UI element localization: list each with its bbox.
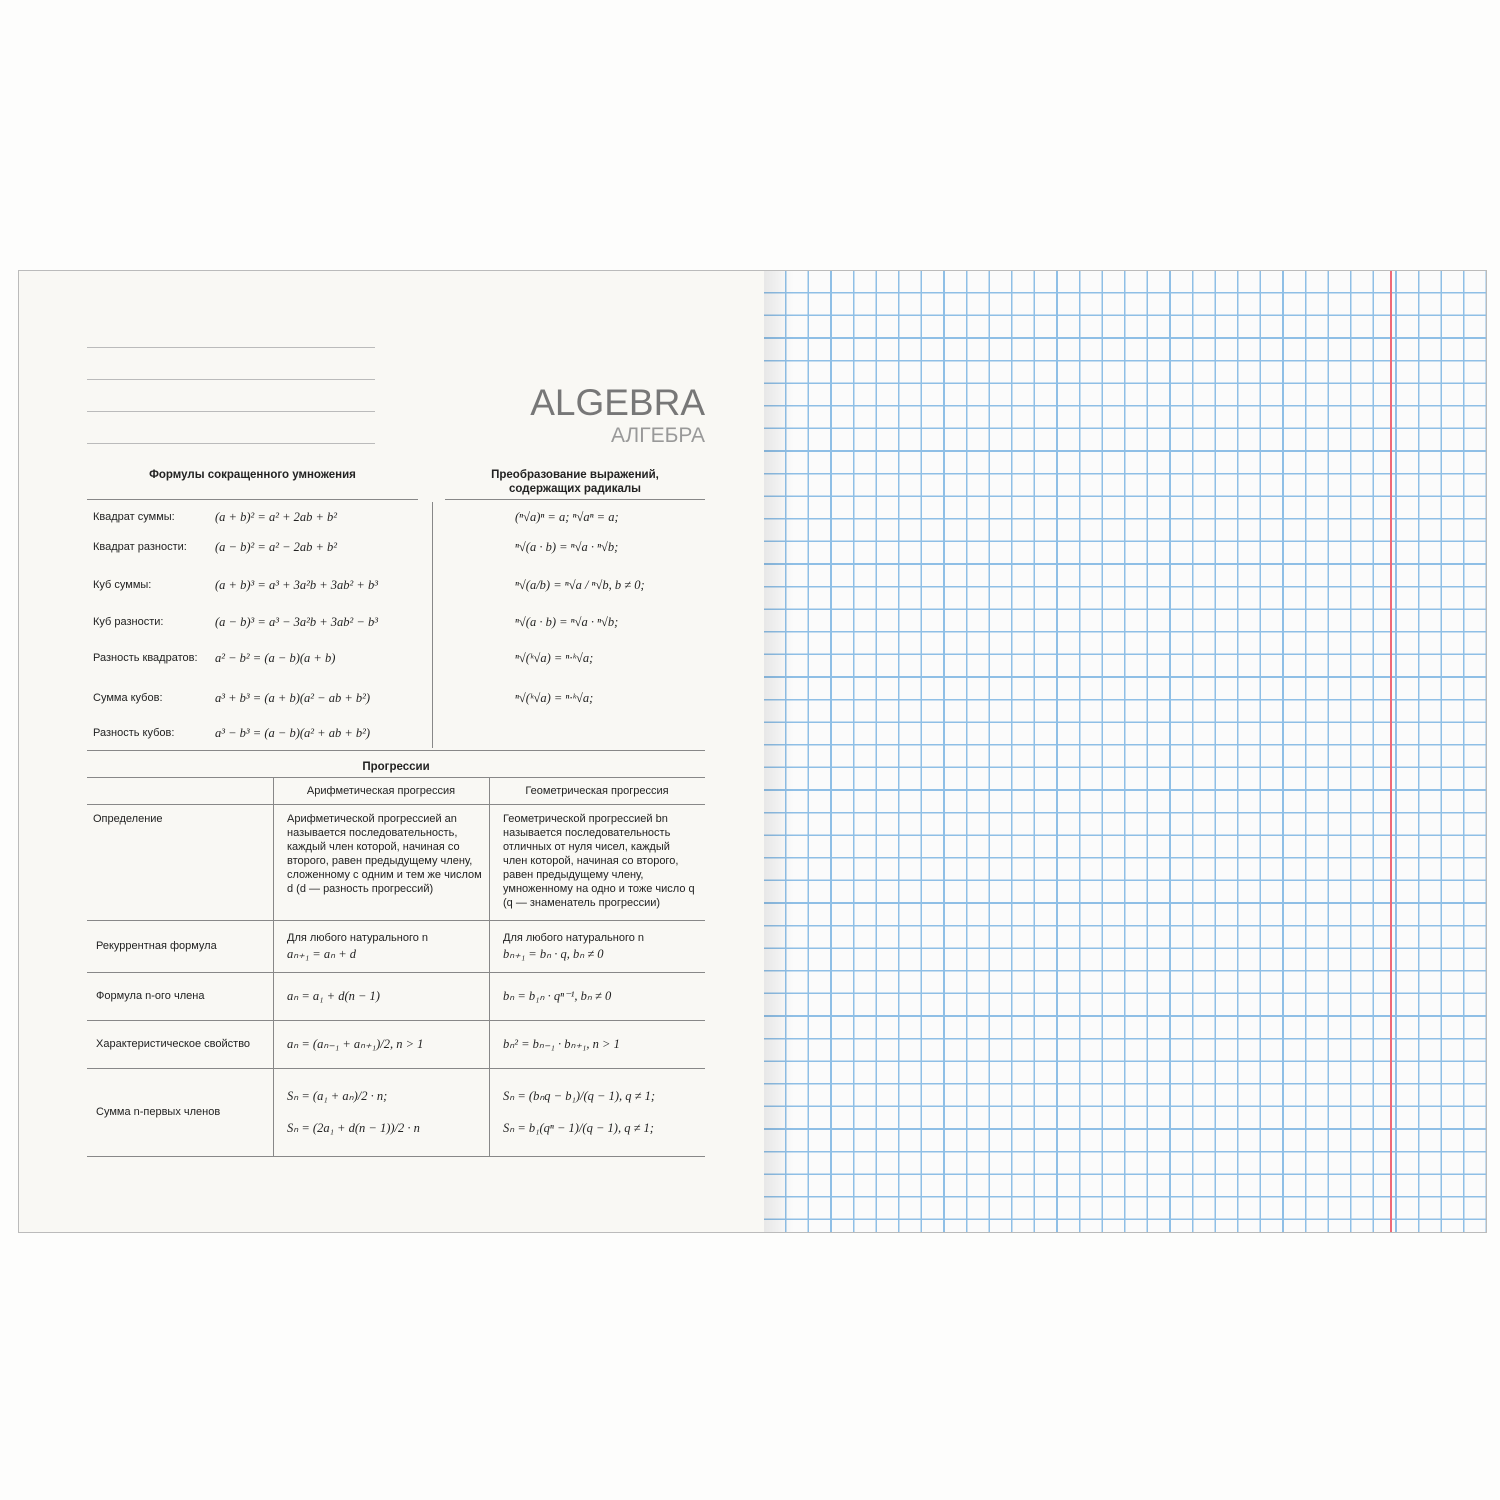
divider	[273, 777, 274, 1156]
formula-label: Квадрат суммы:	[93, 511, 175, 523]
cell-text: Sₙ = (a₁ + aₙ)/2 · n;	[287, 1089, 388, 1103]
definition: Геометрической прогрессией bn называется…	[503, 813, 695, 909]
radical-formula: ⁿ√(ᵏ√a) = ⁿ·ᵏ√a;	[515, 691, 594, 705]
row-label: Формула n-ого члена	[96, 990, 205, 1002]
row-label: Характеристическое свойство	[96, 1038, 251, 1050]
name-line	[87, 411, 375, 412]
subtitle: АЛГЕБРА	[610, 424, 705, 447]
formula-label: Куб разности:	[93, 616, 164, 628]
rule	[445, 499, 705, 500]
rule	[87, 920, 705, 921]
cell-text: bₙ² = bₙ₋₁ · bₙ₊₁, n > 1	[503, 1037, 620, 1051]
formula: (a − b)³ = a³ − 3a²b + 3ab² − b³	[215, 615, 378, 629]
cell-text: aₙ₊₁ = aₙ + d	[287, 947, 357, 961]
radical-formula: (ⁿ√a)ⁿ = a; ⁿ√aⁿ = a;	[515, 510, 619, 524]
rule	[87, 777, 705, 778]
rule	[87, 750, 705, 751]
formula: a³ − b³ = (a − b)(a² + ab + b²)	[215, 726, 371, 740]
grid-page	[764, 271, 1486, 1232]
rule	[87, 1020, 705, 1021]
rule	[87, 1068, 705, 1069]
radical-formula: ⁿ√(ᵏ√a) = ⁿ·ᵏ√a;	[515, 651, 594, 665]
formula: (a − b)² = a² − 2ab + b²	[215, 540, 338, 554]
formula-label: Сумма кубов:	[93, 692, 163, 704]
title: ALGEBRA	[530, 382, 705, 423]
name-line	[87, 347, 375, 348]
formula-label: Квадрат разности:	[93, 541, 187, 553]
cell-text: aₙ = a₁ + d(n − 1)	[287, 989, 380, 1003]
row-label: Сумма n-первых членов	[96, 1106, 221, 1118]
cell-text: aₙ = (aₙ₋₁ + aₙ₊₁)/2, n > 1	[287, 1037, 424, 1051]
name-line	[87, 379, 375, 380]
cell-text: bₙ = b₁ₙ · qⁿ⁻¹, bₙ ≠ 0	[503, 989, 612, 1003]
formula-label: Куб суммы:	[93, 579, 152, 591]
formula: a² − b² = (a − b)(a + b)	[215, 651, 336, 665]
radical-formula: ⁿ√(a/b) = ⁿ√a / ⁿ√b, b ≠ 0;	[515, 578, 645, 592]
rule	[87, 804, 705, 805]
definition: Арифметической прогрессией an называется…	[287, 813, 482, 895]
cell-text: Для любого натурального n	[287, 932, 429, 944]
rule	[87, 499, 418, 500]
column-header: Геометрическая прогрессия	[525, 785, 669, 797]
formula-label: Разность квадратов:	[93, 652, 198, 664]
divider	[489, 777, 490, 1156]
row-label: Определение	[93, 813, 163, 825]
cell-text: Для любого натурального n	[503, 932, 645, 944]
cell-text: Sₙ = (bₙq − b₁)/(q − 1), q ≠ 1;	[503, 1089, 656, 1103]
formula: (a + b)² = a² + 2ab + b²	[215, 510, 338, 524]
section-heading: Формулы сокращенного умножения	[149, 469, 356, 481]
radical-formula: ⁿ√(a · b) = ⁿ√a · ⁿ√b;	[515, 540, 619, 554]
row-label: Рекуррентная формула	[96, 940, 217, 952]
rule	[87, 972, 705, 973]
radical-formula: ⁿ√(a · b) = ⁿ√a · ⁿ√b;	[515, 615, 619, 629]
divider	[432, 502, 433, 748]
section-heading: содержащих радикалы	[509, 483, 641, 495]
formula: (a + b)³ = a³ + 3a²b + 3ab² + b³	[215, 578, 378, 592]
cell-text: bₙ₊₁ = bₙ · q, bₙ ≠ 0	[503, 947, 604, 961]
table-heading: Прогрессии	[362, 761, 430, 773]
formula-label: Разность кубов:	[93, 727, 175, 739]
cell-text: Sₙ = (2a₁ + d(n − 1))/2 · n	[287, 1121, 420, 1135]
column-header: Арифметическая прогрессия	[306, 785, 456, 797]
formula: a³ + b³ = (a + b)(a² − ab + b²)	[215, 691, 371, 705]
section-heading: Преобразование выражений,	[491, 469, 659, 481]
cell-text: Sₙ = b₁(qⁿ − 1)/(q − 1), q ≠ 1;	[503, 1121, 654, 1135]
margin-line	[1390, 271, 1392, 1232]
rule	[87, 1156, 705, 1157]
name-line	[87, 443, 375, 444]
